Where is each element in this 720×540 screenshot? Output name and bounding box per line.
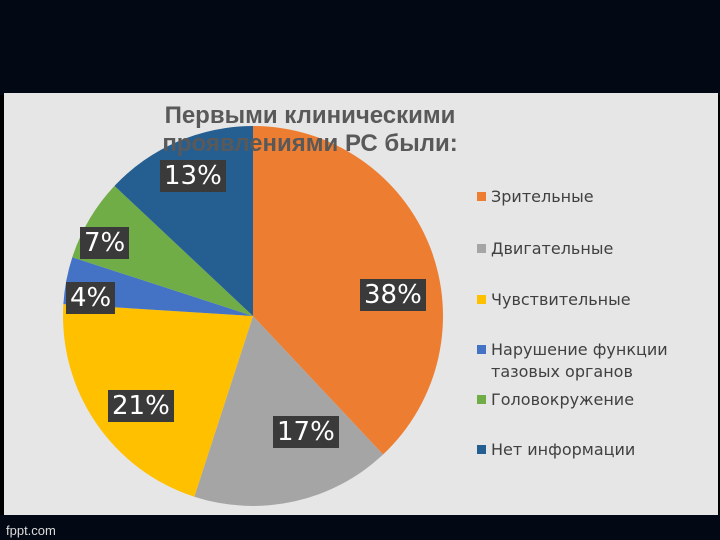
data-label-zritelnye: 38% bbox=[360, 279, 426, 311]
legend-label: Головокружение bbox=[491, 390, 635, 409]
legend-swatch bbox=[477, 395, 486, 404]
legend-item-chuvstvitelnye: Чувствительные bbox=[477, 289, 631, 311]
legend-item-tazovye: Нарушение функции тазовых органов bbox=[477, 339, 682, 383]
legend-swatch bbox=[477, 244, 486, 253]
legend-label: Нет информации bbox=[491, 440, 636, 459]
data-label-dvigatelnye: 17% bbox=[273, 416, 339, 448]
slice-dvigatelnye bbox=[194, 316, 384, 506]
legend-swatch bbox=[477, 345, 486, 354]
footer-watermark: fppt.com bbox=[6, 523, 56, 538]
legend-item-zritelnye: Зрительные bbox=[477, 186, 594, 208]
legend-swatch bbox=[477, 445, 486, 454]
legend-label: Двигательные bbox=[491, 239, 614, 258]
legend-swatch bbox=[477, 295, 486, 304]
data-label-golovokruzhenie: 7% bbox=[80, 227, 130, 259]
data-label-chuvstvitelnye: 21% bbox=[108, 390, 174, 422]
legend-label: Зрительные bbox=[491, 187, 594, 206]
chart-title: Первыми клиническими проявлениями РС был… bbox=[162, 102, 458, 157]
legend-item-golovokruzhenie: Головокружение bbox=[477, 389, 634, 411]
legend-label: Чувствительные bbox=[491, 290, 631, 309]
legend-item-net-informacii: Нет информации bbox=[477, 439, 635, 461]
legend-swatch bbox=[477, 192, 486, 201]
data-label-net-informacii: 13% bbox=[160, 160, 226, 192]
data-label-tazovye: 4% bbox=[66, 282, 116, 314]
background-bottom bbox=[0, 515, 720, 540]
slice-golovokruzhenie bbox=[72, 185, 254, 316]
legend-label: Нарушение функции тазовых органов bbox=[491, 340, 668, 381]
background-top bbox=[0, 0, 720, 95]
slice-zritelnye bbox=[253, 126, 443, 455]
legend-item-dvigatelnye: Двигательные bbox=[477, 238, 613, 260]
